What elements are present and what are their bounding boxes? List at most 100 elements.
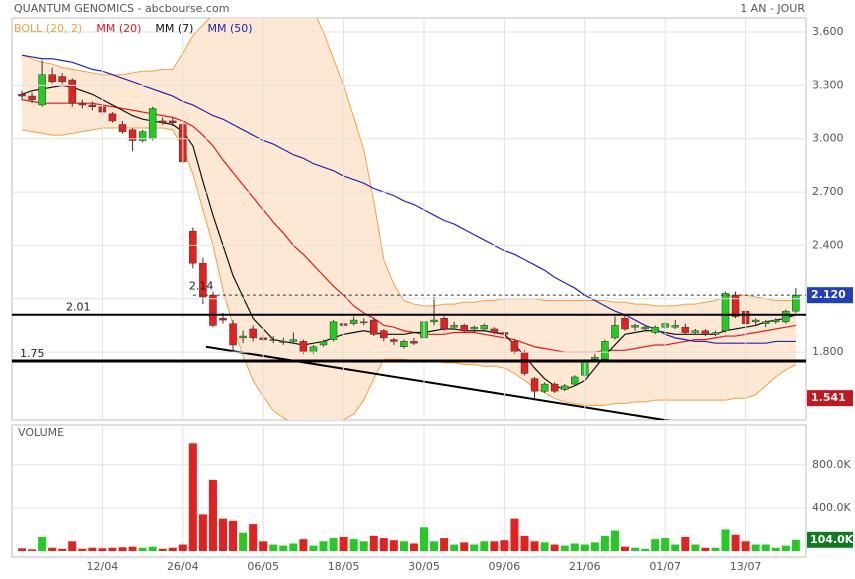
candle-body	[158, 120, 167, 123]
candle-body	[641, 326, 649, 330]
volume-bar	[701, 547, 710, 551]
candle-body	[761, 321, 770, 324]
candle-body	[691, 330, 700, 333]
candle-body	[530, 378, 539, 392]
annotation: 2.14	[189, 280, 214, 293]
volume-panel	[11, 424, 807, 558]
volume-bar	[269, 544, 278, 551]
volume-bar	[48, 547, 57, 551]
candle-body	[68, 79, 76, 104]
volume-bar	[661, 538, 670, 551]
y-tick-label: 2.700	[812, 185, 844, 198]
volume-bar	[490, 541, 499, 551]
volume-bar	[771, 547, 780, 551]
candle-body	[772, 319, 780, 323]
volume-bar	[409, 543, 418, 551]
legend-entry: MM (20)	[96, 22, 141, 35]
candle-body	[48, 74, 56, 83]
volume-bar	[68, 541, 77, 551]
candle-body	[450, 325, 458, 328]
volume-bar	[219, 518, 227, 551]
candle-body	[460, 325, 468, 331]
volume-bar	[621, 546, 629, 551]
volume-bar	[259, 541, 268, 551]
volume-bar	[58, 548, 67, 551]
price-plot	[18, 18, 800, 420]
candle-body	[631, 325, 639, 328]
volume-bar	[751, 544, 760, 551]
volume-bar	[289, 543, 298, 551]
x-tick-label: 21/06	[569, 560, 601, 573]
x-tick-label: 26/04	[167, 560, 199, 573]
legend-entry: MM (7)	[155, 22, 193, 35]
candle-body	[359, 321, 368, 324]
volume-bar	[641, 548, 650, 551]
volume-bar	[249, 524, 258, 551]
candle-body	[38, 74, 46, 106]
candle-body	[510, 341, 519, 353]
price-marker-label: 2.120	[811, 288, 846, 301]
y-tick-label: 1.800	[812, 345, 844, 358]
candle-body	[189, 230, 197, 264]
price-panel	[11, 17, 807, 421]
volume-label: VOLUME	[18, 426, 64, 439]
volume-bar	[188, 443, 197, 551]
candle-body	[571, 376, 579, 385]
candle-body	[560, 385, 569, 390]
y-tick-label: 3.600	[812, 25, 844, 38]
candle-body	[751, 319, 760, 323]
candle-body	[209, 294, 217, 326]
volume-bar	[590, 542, 599, 551]
volume-bar	[279, 545, 288, 551]
volume-bar	[138, 547, 147, 551]
candle-body	[78, 102, 87, 106]
volume-bar	[128, 546, 137, 551]
x-tick-label: 18/05	[328, 560, 360, 573]
volume-bar	[550, 544, 559, 551]
price-marker-box	[807, 287, 853, 304]
candle-body	[349, 319, 358, 324]
candle-body	[782, 310, 790, 323]
legend-entry: MM (50)	[207, 22, 252, 35]
candle-body	[711, 332, 720, 335]
volume-bar	[761, 544, 770, 551]
candle-body	[269, 339, 277, 341]
support-label: 1.75	[20, 347, 45, 360]
candle-body	[138, 131, 147, 141]
volume-bar	[460, 542, 469, 551]
x-tick-label: 01/07	[649, 560, 681, 573]
volume-bar	[399, 541, 408, 551]
volume-bar	[711, 547, 720, 551]
candle-body	[440, 318, 448, 330]
volume-bar	[470, 544, 479, 551]
trendline	[205, 345, 671, 420]
candle-body	[380, 330, 388, 339]
volume-bar	[379, 538, 388, 551]
volume-bar	[78, 548, 87, 551]
volume-bar	[148, 546, 157, 551]
volume-bar	[359, 541, 368, 551]
price-marker-label: 1.541	[811, 391, 846, 404]
candle-body	[651, 326, 659, 333]
x-tick-label: 30/05	[408, 560, 440, 573]
volume-bar	[610, 530, 619, 551]
candle-body	[18, 94, 26, 97]
candle-body	[591, 357, 599, 360]
volume-bar	[389, 540, 398, 551]
volume-bar	[430, 541, 439, 551]
candle-body	[470, 326, 478, 330]
candle-body	[169, 120, 177, 123]
volume-bar	[791, 539, 800, 551]
candle-body	[239, 335, 247, 339]
candle-body	[279, 341, 288, 343]
volume-bar	[299, 539, 308, 551]
volume-bar	[168, 547, 177, 551]
candle-body	[229, 323, 237, 346]
volume-bar	[510, 518, 519, 551]
candle-body	[430, 319, 438, 323]
volume-bar	[691, 544, 700, 551]
volume-bar	[440, 538, 449, 551]
volume-bar	[198, 514, 207, 551]
volume-bar	[319, 541, 328, 551]
period: 1 AN - JOUR	[740, 2, 805, 15]
